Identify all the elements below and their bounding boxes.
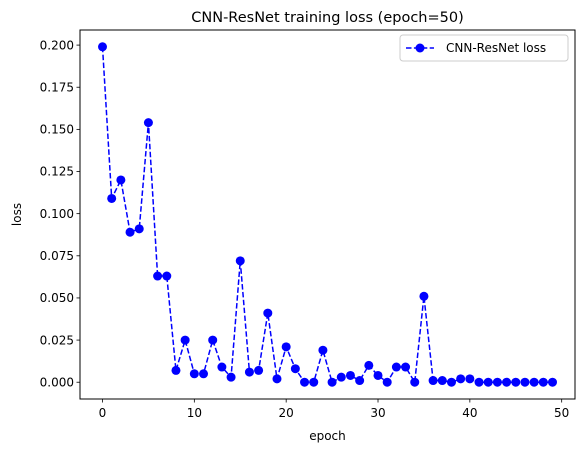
- legend-box: [399, 34, 569, 62]
- y-axis-ticks: 0.000 0.025 0.050 0.075 0.100 0.125 0.150 0.175…: [40, 38, 80, 389]
- loss-data-point: [153, 271, 163, 281]
- loss-data-point: [217, 362, 227, 372]
- loss-data-point: [520, 377, 530, 387]
- loss-data-point: [300, 377, 310, 387]
- loss-data-point: [502, 377, 512, 387]
- loss-data-point: [116, 175, 126, 185]
- loss-data-point: [235, 256, 245, 266]
- x-tick-label: 20: [279, 406, 294, 420]
- x-axis-ticks: 0 10 20 30 40 50: [99, 399, 569, 420]
- loss-data-point: [437, 376, 447, 386]
- loss-data-point: [401, 362, 411, 372]
- loss-data-point: [309, 377, 319, 387]
- plot-series: [98, 42, 557, 387]
- loss-data-point: [290, 364, 300, 374]
- loss-data-point: [226, 372, 236, 382]
- loss-data-point: [143, 118, 153, 128]
- loss-data-point: [364, 360, 374, 370]
- loss-data-point: [391, 362, 401, 372]
- loss-data-point: [428, 376, 438, 386]
- y-tick-label: 0.025: [40, 333, 74, 347]
- loss-data-point: [125, 227, 135, 237]
- loss-data-point: [548, 377, 557, 387]
- loss-data-point: [373, 370, 383, 380]
- loss-data-point: [465, 374, 475, 384]
- loss-data-point: [244, 367, 254, 377]
- y-tick-label: 0.000: [40, 375, 74, 389]
- loss-data-point: [492, 377, 502, 387]
- legend-label: CNN-ResNet loss: [446, 41, 546, 55]
- loss-data-point: [208, 335, 218, 345]
- y-tick-label: 0.075: [40, 249, 74, 263]
- loss-data-point: [98, 42, 107, 52]
- loss-data-point: [538, 377, 548, 387]
- loss-data-point: [134, 224, 144, 234]
- x-tick-label: 10: [187, 406, 202, 420]
- loss-data-point: [171, 365, 181, 375]
- loss-data-point: [272, 374, 282, 384]
- loss-data-point: [327, 377, 337, 387]
- x-tick-label: 40: [462, 406, 477, 420]
- x-tick-label: 30: [370, 406, 385, 420]
- x-axis-label: epoch: [309, 429, 346, 443]
- loss-data-point: [355, 376, 365, 386]
- loss-data-point: [382, 377, 392, 387]
- loss-data-point: [107, 193, 117, 203]
- loss-data-point: [180, 335, 190, 345]
- y-tick-label: 0.200: [40, 38, 74, 52]
- loss-data-point: [263, 308, 273, 318]
- loss-data-point: [336, 372, 346, 382]
- x-tick-label: 50: [554, 406, 569, 420]
- plot-frame: [79, 29, 576, 400]
- y-tick-label: 0.100: [40, 207, 74, 221]
- loss-data-point: [345, 370, 355, 380]
- x-tick-label: 0: [99, 406, 107, 420]
- chart-title: CNN-ResNet training loss (epoch=50): [191, 10, 463, 26]
- loss-data-point: [529, 377, 539, 387]
- loss-data-point: [318, 345, 328, 355]
- loss-data-point: [281, 342, 291, 352]
- loss-data-point: [483, 377, 493, 387]
- legend-marker: [415, 43, 425, 53]
- loss-data-point: [199, 369, 209, 379]
- loss-data-point: [410, 377, 420, 387]
- legend: CNN-ResNet loss: [399, 34, 569, 62]
- loss-data-point: [162, 271, 172, 281]
- y-tick-label: 0.150: [40, 123, 74, 137]
- loss-data-point: [474, 377, 484, 387]
- loss-data-point: [511, 377, 521, 387]
- y-tick-label: 0.050: [40, 291, 74, 305]
- loss-data-point: [446, 377, 456, 387]
- y-tick-label: 0.175: [40, 80, 74, 94]
- loss-data-point: [189, 369, 199, 379]
- y-axis-label: loss: [10, 203, 24, 226]
- y-tick-label: 0.125: [40, 165, 74, 179]
- loss-data-point: [254, 365, 264, 375]
- loss-data-point: [419, 291, 429, 301]
- loss-data-point: [456, 374, 466, 384]
